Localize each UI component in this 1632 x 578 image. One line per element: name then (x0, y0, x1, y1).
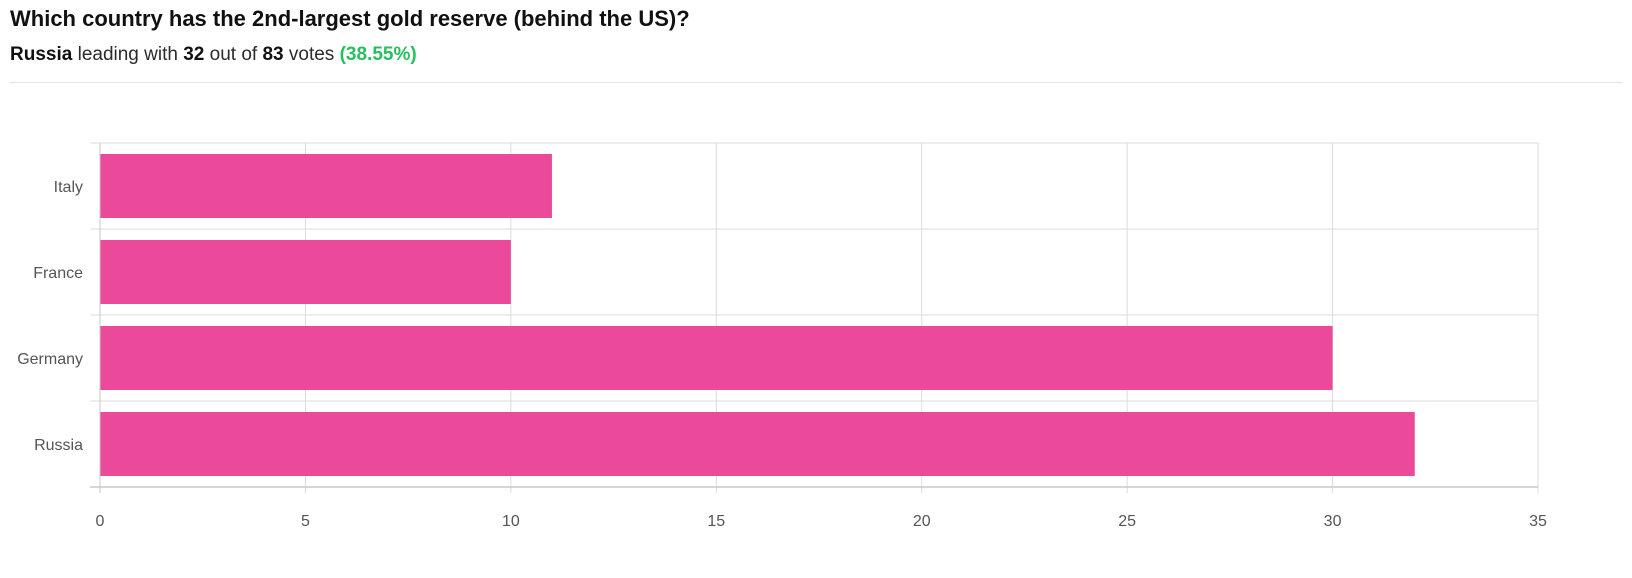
poll-summary: Russia leading with 32 out of 83 votes (… (10, 44, 417, 66)
x-tick-label: 35 (1529, 513, 1547, 530)
header-divider (10, 82, 1622, 83)
y-category-label: France (33, 265, 83, 282)
x-tick-label: 25 (1118, 513, 1136, 530)
y-category-label: Russia (34, 437, 83, 454)
y-category-label: Italy (54, 179, 83, 196)
bar-germany (100, 326, 1333, 390)
leader-percentage: (38.55%) (339, 44, 417, 65)
chart-axes (90, 143, 1538, 493)
bar-russia (100, 412, 1415, 476)
leader-votes: 32 (183, 44, 205, 65)
bar-italy (100, 154, 552, 218)
x-tick-label: 0 (96, 513, 105, 530)
votes-text: votes (288, 44, 335, 65)
x-tick-label: 15 (707, 513, 725, 530)
out-of-text: out of (209, 44, 258, 65)
x-tick-label: 5 (301, 513, 310, 530)
leader-name: Russia (10, 44, 73, 65)
chart-bars (100, 154, 1415, 476)
leading-text: leading with (77, 44, 178, 65)
chart-labels: 0 5 10 15 20 25 30 35 Italy France Germany Russia (17, 179, 1547, 530)
total-votes: 83 (262, 44, 284, 65)
y-category-label: Germany (17, 351, 83, 368)
x-tick-label: 30 (1324, 513, 1342, 530)
bar-france (100, 240, 511, 304)
x-tick-label: 10 (502, 513, 520, 530)
poll-question: Which country has the 2nd-largest gold r… (10, 6, 690, 31)
x-tick-label: 20 (913, 513, 931, 530)
